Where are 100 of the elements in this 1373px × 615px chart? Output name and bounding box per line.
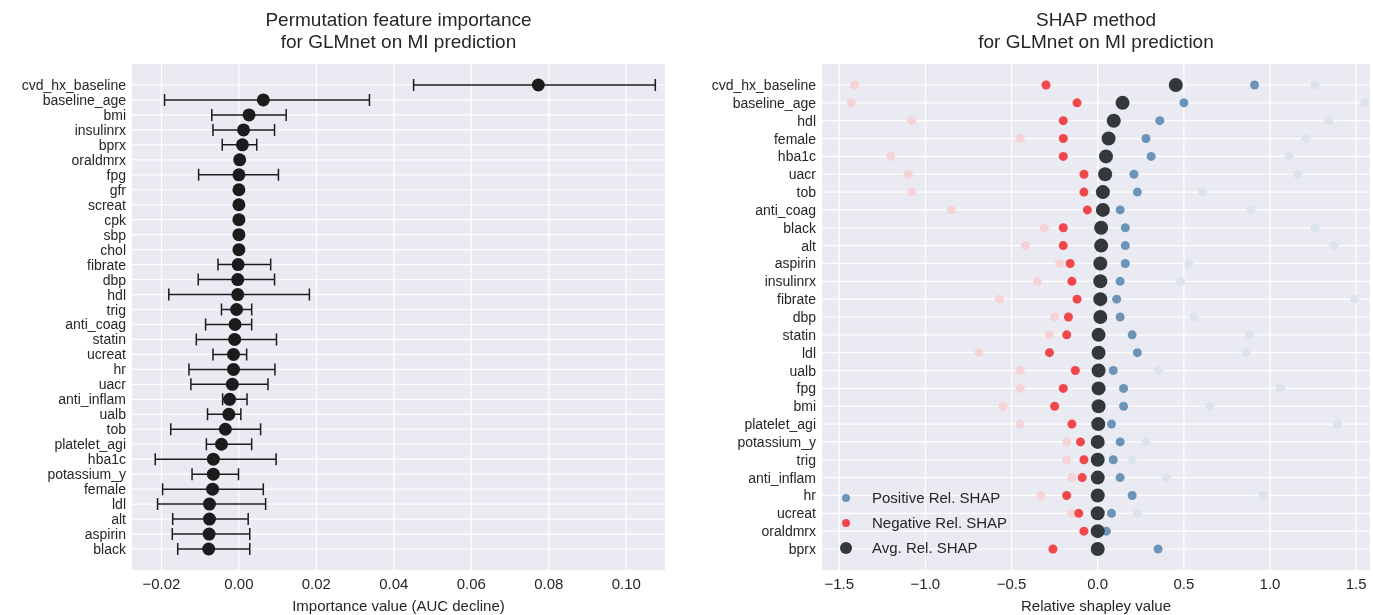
point <box>232 168 246 182</box>
point <box>1055 258 1065 268</box>
y-tick-label: anti_inflam <box>58 391 126 408</box>
point <box>1115 312 1125 322</box>
point <box>1179 98 1189 108</box>
y-tick-label: alt <box>801 237 817 254</box>
point <box>1015 419 1025 429</box>
point <box>1360 98 1370 108</box>
point <box>1065 258 1075 268</box>
y-tick-label: cpk <box>104 211 127 228</box>
legend-label: Negative Rel. SHAP <box>872 514 1008 531</box>
point <box>223 392 237 406</box>
point <box>1090 542 1105 556</box>
point <box>231 258 245 272</box>
point <box>1091 363 1106 378</box>
point <box>202 542 216 556</box>
point <box>206 452 220 466</box>
point <box>1091 417 1106 432</box>
point <box>1062 330 1072 340</box>
x-tick-label: 0.08 <box>534 575 564 592</box>
point <box>202 512 216 526</box>
point <box>1093 310 1108 324</box>
point <box>1032 276 1042 286</box>
y-tick-label: hdl <box>797 112 816 129</box>
chart-title: SHAP method for GLMnet on MI prediction <box>978 9 1214 52</box>
point <box>226 347 240 361</box>
x-tick-label: 0.02 <box>301 575 331 592</box>
point <box>1095 202 1110 217</box>
y-tick-label: trig <box>106 301 126 318</box>
point <box>1036 490 1046 500</box>
x-axis-title: Importance value (AUC decline) <box>292 597 505 614</box>
point <box>1074 508 1084 518</box>
y-tick-label: cvd_hx_baseline <box>21 77 127 93</box>
point <box>1101 131 1116 146</box>
point <box>1079 187 1089 197</box>
point <box>1094 220 1109 235</box>
point <box>1093 256 1108 271</box>
y-tick-label: aspirin <box>774 255 816 272</box>
x-tick-label: 0.10 <box>611 575 641 592</box>
y-tick-label: trig <box>796 451 816 468</box>
point <box>1132 508 1142 518</box>
y-tick-label: ldl <box>111 496 126 513</box>
y-tick-label: insulinrx <box>764 273 816 290</box>
x-tick-label: 1.5 <box>1345 575 1367 592</box>
point <box>1058 223 1068 233</box>
point <box>1119 401 1129 411</box>
point <box>1112 294 1122 304</box>
point <box>1093 274 1108 289</box>
point <box>1301 134 1311 144</box>
y-tick-label: black <box>93 541 127 557</box>
point <box>1189 312 1199 322</box>
y-tick-label: ldl <box>801 344 816 361</box>
point <box>1091 399 1106 414</box>
point <box>1115 205 1125 215</box>
point <box>1072 98 1082 108</box>
y-tick-label: uacr <box>788 166 817 183</box>
point <box>1146 151 1156 161</box>
point <box>1332 419 1342 429</box>
point <box>974 348 984 358</box>
y-tick-label: insulinrx <box>74 121 126 138</box>
point <box>228 332 242 346</box>
point <box>1015 366 1025 376</box>
point <box>846 98 856 108</box>
y-tick-label: bprx <box>788 541 816 557</box>
point <box>1132 348 1142 358</box>
point <box>1067 473 1077 483</box>
point <box>206 467 220 481</box>
point <box>1091 327 1106 342</box>
point <box>1015 383 1025 393</box>
y-tick-label: hba1c <box>87 451 126 468</box>
point <box>1153 544 1163 554</box>
y-tick-label: anti_inflam <box>748 469 816 486</box>
point <box>1127 490 1137 500</box>
point <box>1241 348 1251 358</box>
y-tick-label: dbp <box>102 271 127 288</box>
point <box>1153 366 1163 376</box>
y-tick-label: dbp <box>792 309 817 325</box>
y-tick-label: female <box>83 481 127 498</box>
point <box>256 93 270 107</box>
x-tick-label: −0.5 <box>996 575 1027 592</box>
point <box>222 407 236 421</box>
point <box>1108 366 1118 376</box>
point <box>232 213 246 227</box>
y-tick-label: ualb <box>789 362 817 379</box>
point <box>1058 383 1068 393</box>
point <box>1020 241 1030 251</box>
y-tick-label: platelet_agi <box>744 416 816 433</box>
point <box>1090 452 1105 467</box>
point <box>1107 419 1117 429</box>
point <box>907 187 917 197</box>
y-tick-label: fpg <box>796 380 816 397</box>
y-tick-label: aspirin <box>84 526 126 543</box>
point <box>1091 381 1106 396</box>
point <box>1284 151 1294 161</box>
point <box>1132 187 1142 197</box>
point <box>226 362 240 376</box>
point <box>1141 134 1151 144</box>
x-tick-label: 1.0 <box>1259 575 1281 592</box>
point <box>1090 506 1105 521</box>
point <box>1077 473 1087 483</box>
